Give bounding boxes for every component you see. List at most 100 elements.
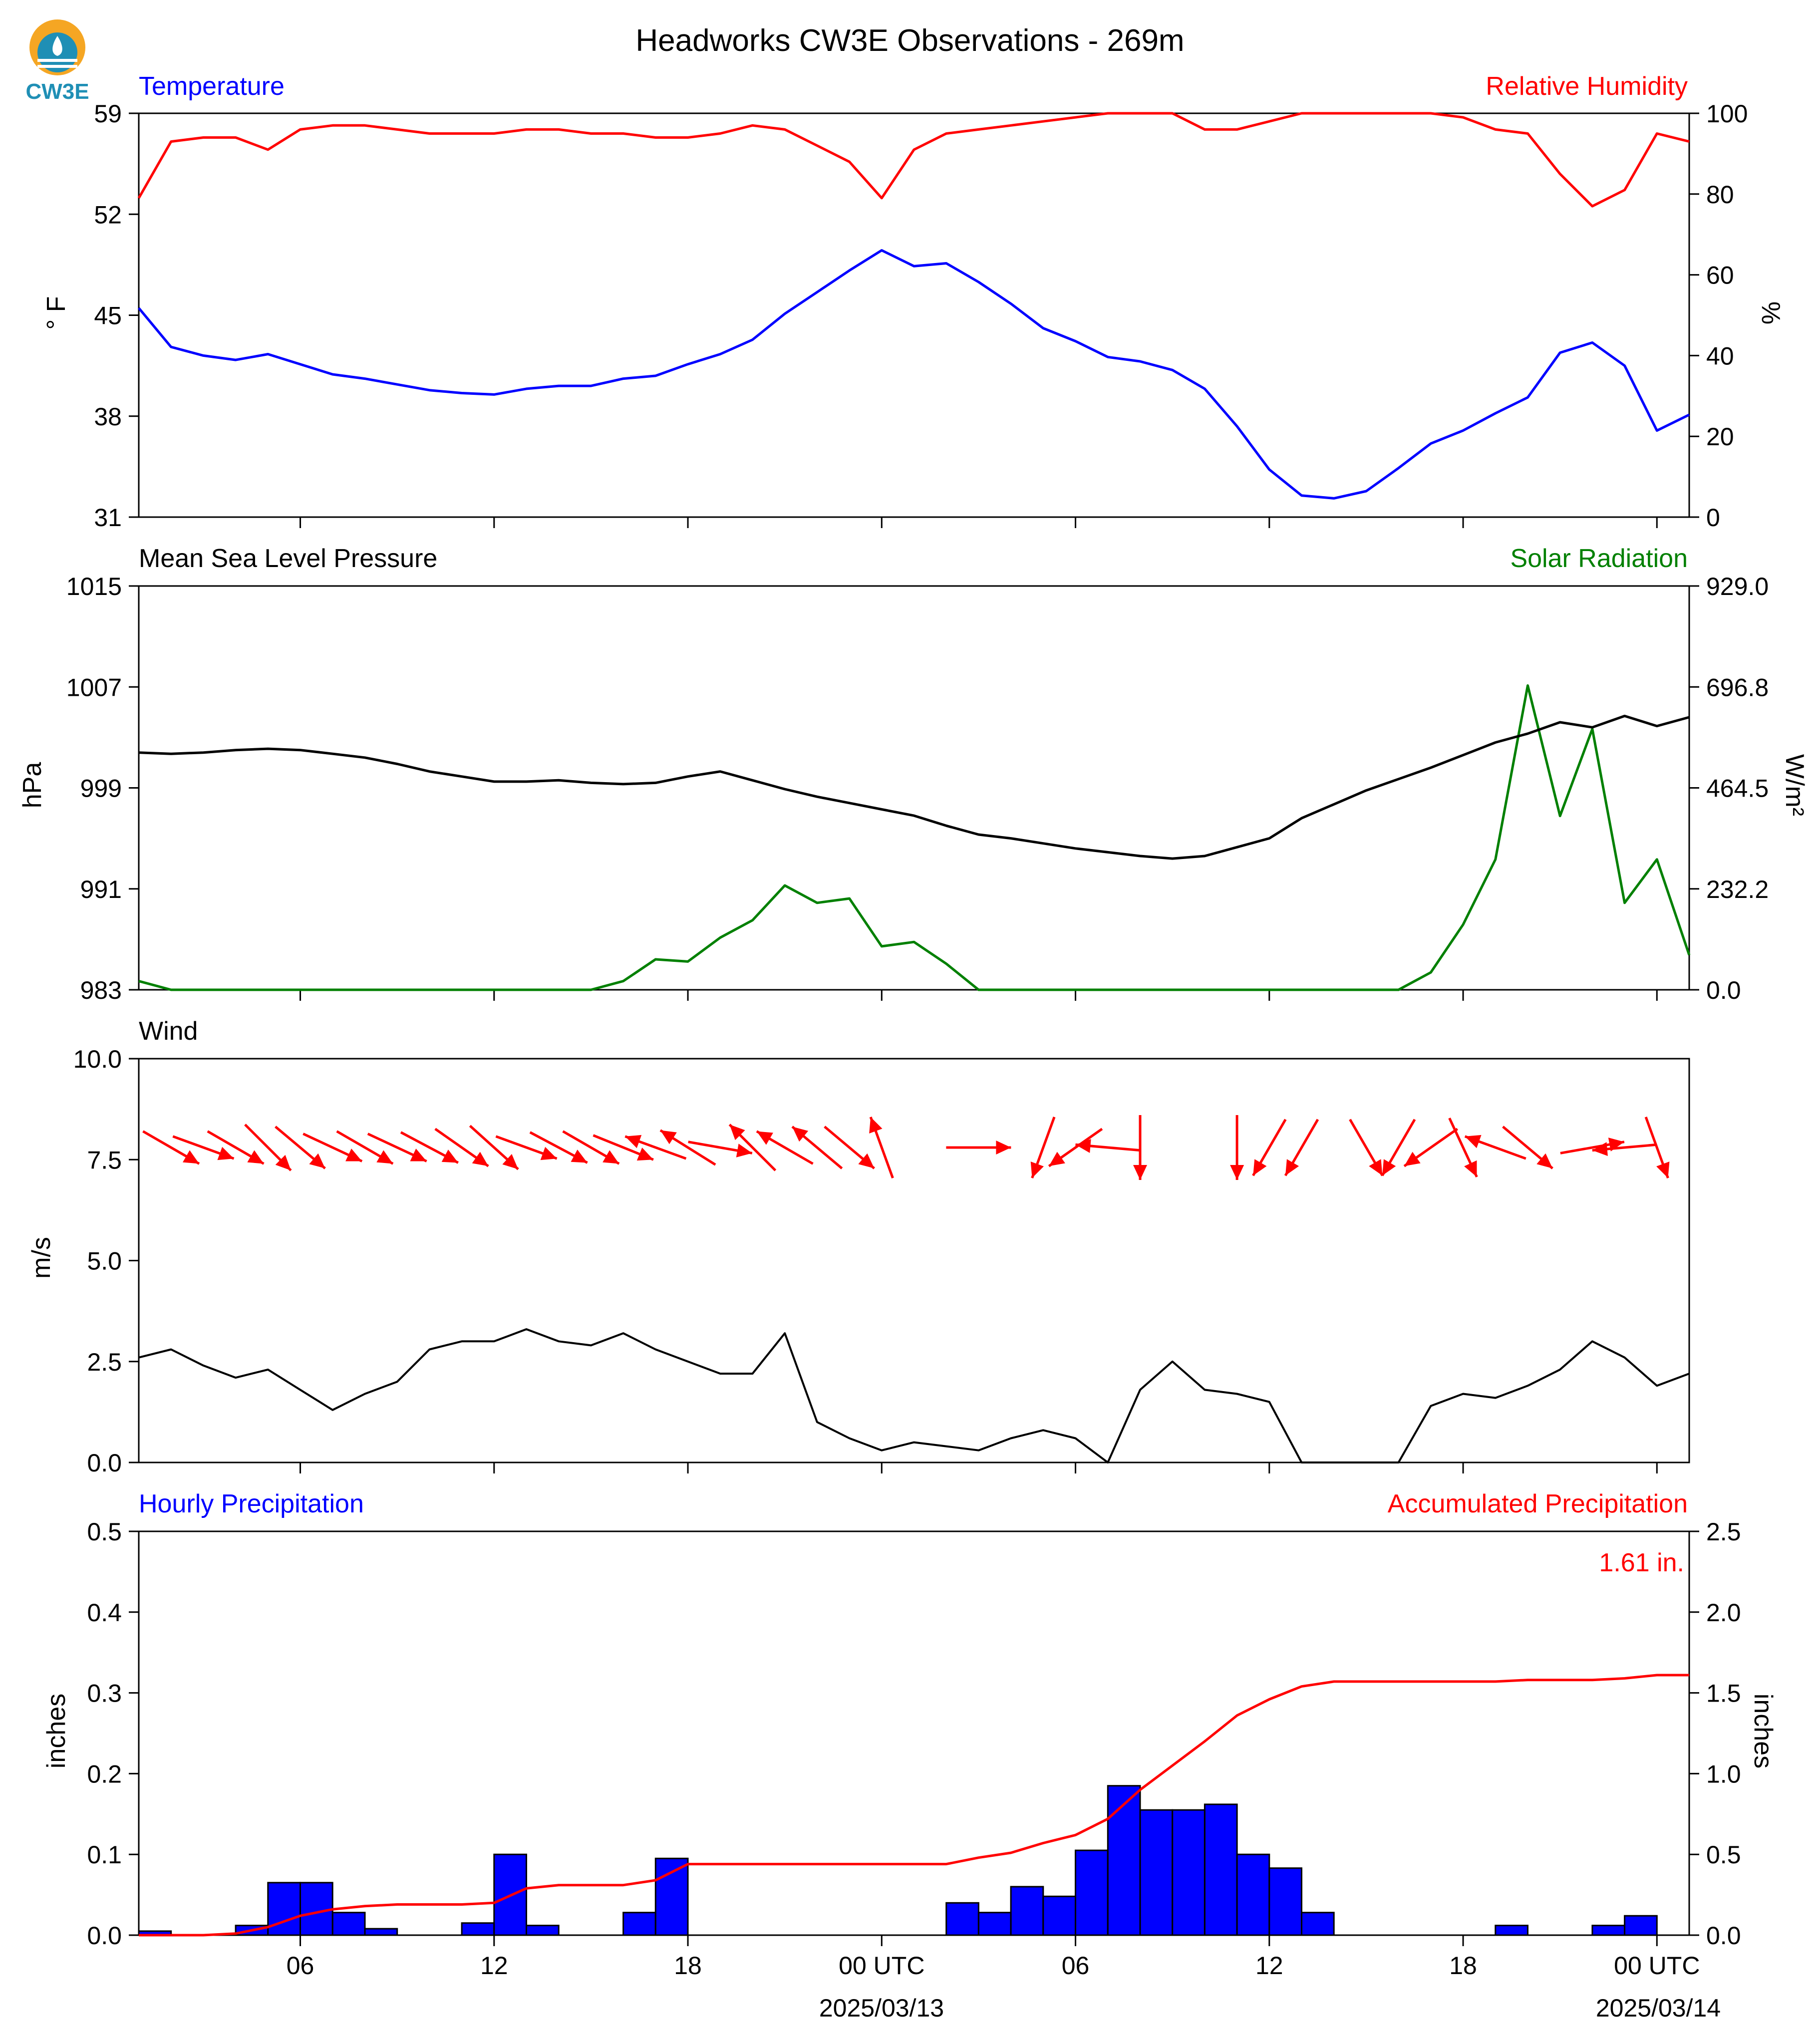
- y-tick-label-right-temp: 100: [1706, 100, 1748, 128]
- wind-arrow-head: [1133, 1165, 1147, 1180]
- wind-arrow-head: [869, 1117, 883, 1134]
- logo-wave-1: [37, 59, 77, 62]
- wind-arrow-head: [636, 1148, 653, 1161]
- wind-arrow-head: [1075, 1139, 1091, 1153]
- precip-bar: [977, 1912, 1012, 1936]
- y-tick-label-right-temp: 40: [1706, 342, 1734, 370]
- wind-arrow-head: [1030, 1161, 1044, 1178]
- x-tick-label: 00 UTC: [1614, 1952, 1700, 1980]
- y-tick-label-left-pressure: 999: [80, 775, 122, 803]
- wind-arrow-head: [275, 1155, 291, 1170]
- wind-arrow-head: [660, 1130, 677, 1145]
- precip-total-label: 1.61 in.: [1599, 1548, 1684, 1577]
- humidity-line: [137, 112, 1690, 208]
- wind-arrow-head: [1285, 1159, 1299, 1176]
- y-tick-label-right-precip: 2.5: [1706, 1518, 1741, 1546]
- y-tick-label-right-precip: 2.0: [1706, 1599, 1741, 1627]
- temperature-line: [138, 249, 1690, 500]
- panel-frame-pressure: [138, 585, 1690, 991]
- wind-arrow-head: [502, 1154, 519, 1169]
- y-tick-label-left-temp: 45: [94, 302, 122, 330]
- y-tick-label-left-precip: 0.3: [87, 1680, 122, 1708]
- precip-bar: [300, 1882, 333, 1936]
- precip-bar: [1042, 1895, 1077, 1936]
- figure-title: Headworks CW3E Observations - 269m: [635, 23, 1184, 58]
- wind-arrow-head: [571, 1150, 588, 1163]
- precip-bar: [1591, 1925, 1626, 1936]
- wind-arrow-head: [858, 1153, 875, 1168]
- x-tick-label: 06: [287, 1952, 314, 1980]
- y-tick-label-right-temp: 60: [1706, 262, 1734, 290]
- wind-arrow-head: [736, 1144, 752, 1158]
- wind-arrow-head: [410, 1149, 427, 1161]
- precip-right-title: Accumulated Precipitation: [1388, 1489, 1688, 1518]
- precip-bar: [622, 1912, 656, 1936]
- y-tick-label-left-precip: 0.1: [87, 1841, 122, 1869]
- wind-arrow-head: [1465, 1135, 1482, 1149]
- y-tick-label-right-temp: 0: [1706, 504, 1720, 532]
- precip-bar: [461, 1922, 495, 1936]
- y-tick-label-left-pressure: 1015: [66, 573, 122, 600]
- precip-bar: [1139, 1809, 1174, 1936]
- pressure-line: [138, 714, 1690, 860]
- pressure-right-title: Solar Radiation: [1510, 544, 1688, 573]
- y-tick-label-left-precip: 0.2: [87, 1760, 122, 1788]
- y-tick-label-left-precip: 0.4: [87, 1599, 122, 1627]
- logo-text: CW3E: [25, 79, 89, 104]
- precip-bar: [1301, 1912, 1335, 1936]
- x-tick-label: 06: [1062, 1952, 1090, 1980]
- precip-bar: [1495, 1925, 1529, 1936]
- y-tick-label-left-pressure: 1007: [66, 673, 122, 701]
- wind-arrow-head: [540, 1147, 557, 1160]
- wind-arrow-head: [1230, 1165, 1244, 1180]
- x-tick-label: 12: [1255, 1952, 1283, 1980]
- precip-bar: [654, 1857, 689, 1936]
- wind-arrow-head: [603, 1150, 619, 1164]
- precip-bar: [945, 1902, 979, 1936]
- precip-right-unit: inches: [1749, 1694, 1778, 1768]
- y-tick-label-left-wind: 10.0: [73, 1045, 122, 1073]
- date-label-0314: 2025/03/14: [1596, 1994, 1721, 2022]
- y-tick-label-left-temp: 31: [94, 504, 122, 532]
- precip-left-unit: inches: [42, 1694, 71, 1768]
- wind-arrow-head: [729, 1125, 745, 1141]
- precip-bar: [526, 1925, 560, 1936]
- y-tick-label-left-wind: 0.0: [87, 1449, 122, 1477]
- wind-arrow-head: [1464, 1160, 1477, 1177]
- wind-arrow-head: [1656, 1161, 1670, 1178]
- wind-arrow-head: [247, 1150, 264, 1164]
- solar-radiation-line: [138, 684, 1691, 991]
- wind-arrow-head: [1253, 1159, 1267, 1176]
- precip-bar: [1010, 1886, 1044, 1936]
- wind-arrow-head: [996, 1141, 1011, 1155]
- wind-arrow-head: [1369, 1159, 1383, 1176]
- y-tick-label-right-temp: 80: [1706, 181, 1734, 209]
- wind-arrow-head: [625, 1135, 642, 1149]
- wind-arrow-head: [1536, 1153, 1553, 1168]
- precip-bar: [267, 1882, 301, 1936]
- y-tick-label-left-wind: 2.5: [87, 1348, 122, 1376]
- x-tick-label: 00 UTC: [839, 1952, 924, 1980]
- panel-frame-wind: [138, 1058, 1690, 1463]
- y-tick-label-left-pressure: 991: [80, 875, 122, 903]
- precip-left-title: Hourly Precipitation: [139, 1489, 364, 1518]
- y-tick-label-right-pressure: 232.2: [1706, 875, 1769, 903]
- x-tick-label: 18: [674, 1952, 702, 1980]
- y-tick-label-right-temp: 20: [1706, 423, 1734, 451]
- x-tick-label: 18: [1449, 1952, 1477, 1980]
- date-label-0313: 2025/03/13: [819, 1994, 944, 2022]
- wind-arrow-head: [309, 1153, 325, 1168]
- y-tick-label-left-temp: 52: [94, 201, 122, 229]
- wind-arrow-head: [345, 1149, 362, 1161]
- y-tick-label-right-precip: 0.0: [1706, 1922, 1741, 1950]
- precip-bar: [364, 1928, 398, 1936]
- precip-bar: [1204, 1803, 1238, 1936]
- wind-left-title: Wind: [139, 1017, 198, 1046]
- wind-arrow-head: [1404, 1152, 1421, 1166]
- precip-bar: [1624, 1915, 1658, 1936]
- temp-left-unit: ° F: [42, 296, 71, 329]
- panel-frame-temp: [138, 112, 1690, 518]
- temp-right-unit: %: [1756, 301, 1785, 324]
- pressure-left-unit: hPa: [18, 762, 47, 809]
